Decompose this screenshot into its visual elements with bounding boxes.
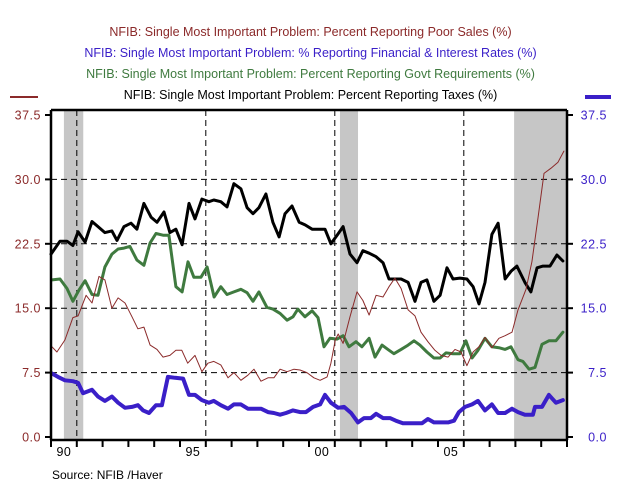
y-tick-label-right: 30.0 [581, 173, 607, 187]
y-tick-label-right: 0.0 [588, 431, 607, 445]
y-tick-label-left: 15.0 [15, 302, 41, 316]
x-tick-label: 05 [443, 445, 458, 459]
series-line-poor-sales [51, 150, 565, 382]
recession-shading [63, 111, 567, 440]
source-note: Source: NFIB /Haver [52, 468, 163, 482]
y-tick-label-left: 7.5 [22, 366, 41, 380]
x-tick-label: 95 [185, 445, 200, 459]
y-tick-label-left: 37.5 [15, 109, 41, 123]
tick-labels: 0.0 7.5 15.0 22.5 30.0 37.5 0.0 7.5 15.0 22.5 30.0… [15, 109, 607, 460]
y-tick-label-left: 0.0 [22, 431, 41, 445]
y-tick-label-right: 7.5 [588, 366, 607, 380]
y-tick-label-left: 22.5 [15, 237, 41, 251]
y-tick-label-left: 30.0 [15, 173, 41, 187]
title-govt-requirements: NFIB: Single Most Important Problem: Per… [86, 67, 535, 81]
recession-bar [63, 111, 84, 440]
series-line-taxes [49, 182, 565, 306]
y-tick-label-right: 22.5 [581, 237, 607, 251]
series-line-financial-interest-rates [50, 371, 565, 426]
recession-bar [339, 111, 359, 440]
gridlines [51, 110, 567, 440]
x-tick-label: 90 [56, 445, 71, 459]
x-tick-label: 00 [314, 445, 329, 459]
series-lines [49, 150, 565, 426]
axes [10, 95, 611, 447]
y-tick-label-right: 15.0 [581, 302, 607, 316]
title-poor-sales: NFIB: Single Most Important Problem: Per… [109, 25, 512, 39]
title-financial-interest: NFIB: Single Most Important Problem: % R… [84, 46, 537, 60]
series-line-govt-requirements [50, 232, 565, 371]
y-tick-label-right: 37.5 [581, 109, 607, 123]
title-taxes: NFIB: Single Most Important Problem: Per… [123, 88, 498, 102]
